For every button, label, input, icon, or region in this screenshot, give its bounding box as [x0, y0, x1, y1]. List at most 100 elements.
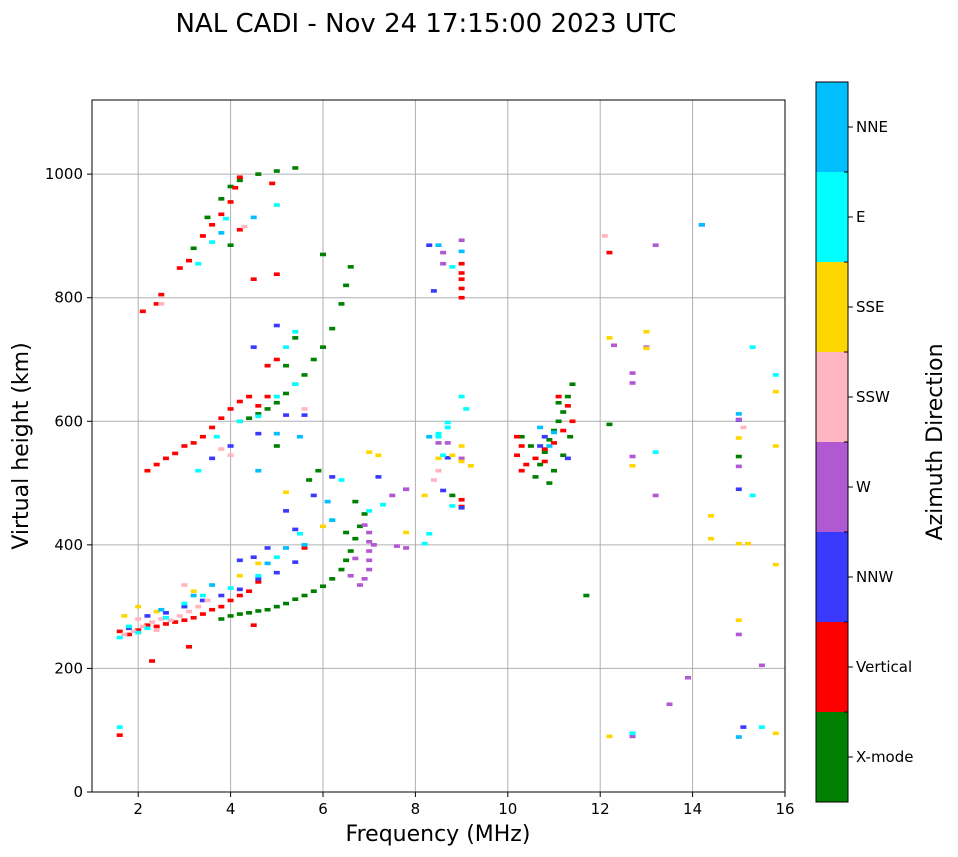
data-point	[735, 454, 742, 459]
data-point	[250, 215, 257, 220]
data-point	[458, 505, 465, 510]
data-point	[273, 570, 280, 575]
data-point	[209, 240, 216, 244]
data-point	[246, 394, 253, 399]
data-point	[292, 560, 299, 564]
data-point	[139, 624, 146, 629]
data-point	[458, 295, 465, 300]
data-point	[255, 431, 262, 436]
data-point	[629, 731, 636, 736]
data-point	[329, 577, 336, 581]
data-point	[361, 577, 368, 581]
data-point	[772, 562, 779, 567]
data-point	[426, 434, 433, 439]
data-point	[310, 493, 317, 498]
data-point	[273, 604, 280, 609]
data-point	[283, 601, 290, 606]
x-axis-label: Frequency (MHz)	[346, 822, 531, 847]
data-point	[601, 234, 608, 238]
data-point	[740, 725, 747, 729]
data-point	[347, 265, 354, 269]
data-point	[116, 629, 123, 634]
data-point	[241, 224, 248, 229]
data-point	[772, 444, 779, 448]
data-point	[606, 336, 613, 340]
data-point	[190, 246, 197, 251]
data-point	[204, 598, 211, 603]
data-point	[611, 343, 618, 348]
data-point	[227, 444, 234, 448]
data-point	[273, 555, 280, 560]
data-point	[361, 523, 368, 527]
data-point	[366, 450, 373, 454]
colorbar-segment	[816, 172, 848, 262]
data-point	[213, 434, 220, 439]
data-point	[551, 468, 557, 473]
data-point	[430, 289, 437, 293]
data-point	[458, 286, 465, 291]
chart-title: NAL CADI - Nov 24 17:15:00 2023 UTC	[176, 9, 677, 39]
data-point	[246, 416, 253, 420]
data-point	[116, 733, 123, 737]
data-point	[301, 407, 308, 411]
data-point	[426, 531, 433, 536]
y-axis-ticks: 0 200 400 600 800 1000	[45, 165, 92, 801]
data-point	[329, 475, 336, 479]
data-point	[666, 702, 673, 707]
data-point	[329, 518, 336, 522]
data-point	[537, 462, 544, 467]
colorbar-segment	[816, 82, 848, 172]
data-point	[356, 524, 363, 529]
data-point	[338, 567, 345, 572]
data-point	[125, 624, 132, 629]
data-point	[772, 731, 779, 736]
data-point	[324, 499, 331, 504]
data-point	[518, 444, 525, 448]
data-point	[190, 441, 197, 445]
data-point	[758, 725, 765, 729]
data-point	[149, 659, 156, 663]
data-point	[236, 573, 243, 578]
data-point	[449, 265, 456, 269]
x-axis-ticks: 2 4 6 8 10 12 14 16	[133, 792, 795, 818]
data-point	[172, 451, 179, 456]
data-point	[162, 622, 169, 626]
data-point	[195, 604, 202, 609]
data-point	[144, 614, 151, 618]
data-point	[246, 589, 253, 593]
data-point	[199, 598, 206, 603]
data-point	[181, 601, 188, 606]
data-point	[158, 617, 165, 621]
data-point	[403, 530, 410, 535]
y-axis-label: Virtual height (km)	[9, 342, 34, 549]
data-point	[772, 389, 779, 394]
data-point	[352, 556, 359, 561]
data-point	[121, 632, 128, 637]
y-tick-label: 600	[54, 412, 83, 430]
data-point	[283, 363, 290, 368]
data-point	[144, 626, 151, 631]
data-point	[458, 444, 465, 448]
data-point	[735, 541, 742, 546]
data-point	[116, 725, 123, 729]
data-point	[195, 468, 202, 473]
data-point	[532, 475, 539, 479]
colorbar-segment	[816, 712, 848, 802]
data-point	[458, 394, 465, 399]
data-point	[190, 589, 197, 593]
data-point	[181, 604, 188, 609]
data-point	[352, 499, 359, 504]
data-point	[310, 357, 317, 362]
y-tick-label: 400	[54, 536, 83, 554]
colorbar-tick-label: NNE	[856, 118, 888, 136]
data-point	[310, 589, 317, 593]
data-point	[435, 243, 442, 247]
data-point	[555, 394, 562, 399]
data-point	[338, 478, 345, 482]
data-point	[273, 400, 280, 405]
data-point	[629, 371, 636, 375]
colorbar-tick-label: SSW	[856, 388, 890, 406]
data-point	[560, 453, 567, 458]
data-point	[532, 456, 539, 461]
data-point	[236, 587, 243, 592]
